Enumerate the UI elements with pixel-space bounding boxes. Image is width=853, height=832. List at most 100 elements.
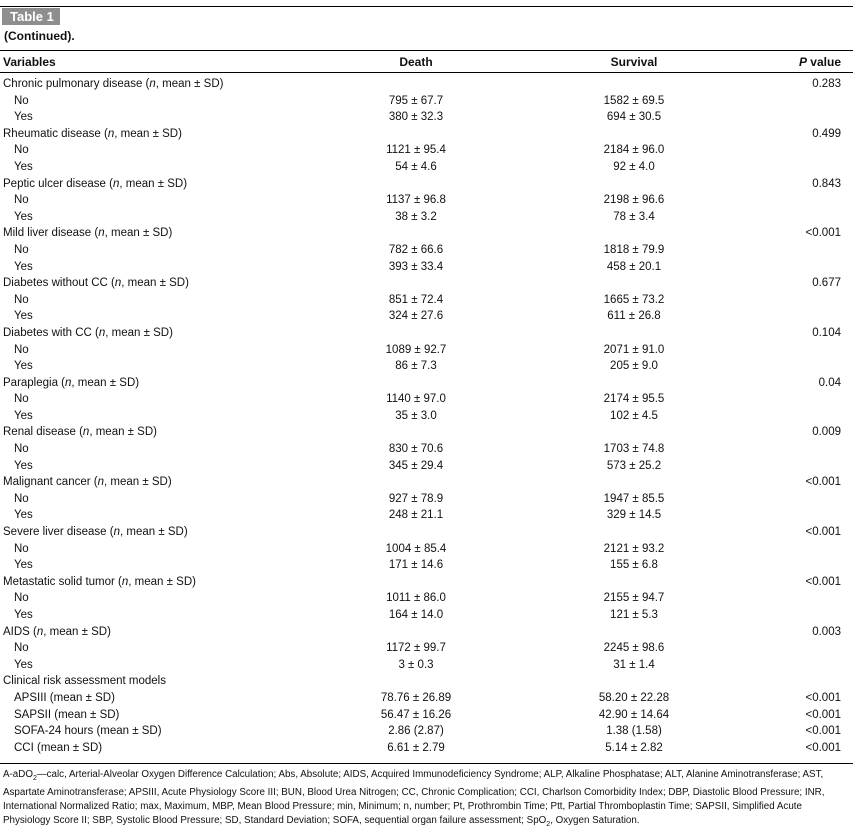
suffix-open: ( bbox=[90, 476, 98, 489]
table-row: No 927 ± 78.9 1947 ± 85.5 bbox=[0, 491, 853, 508]
cell-p-value: 0.009 bbox=[812, 426, 841, 439]
suffix-open: ( bbox=[106, 526, 114, 539]
table-footnote: A-aDO 2—calc, Arterial-Alveolar Oxygen Di… bbox=[3, 768, 849, 832]
cell-death: 56.47 ± 16.26 bbox=[380, 708, 452, 721]
variable-name: No bbox=[14, 194, 29, 207]
cell-survival: 102 ± 4.5 bbox=[610, 409, 658, 422]
variable-name: Yes bbox=[14, 559, 33, 572]
header-survival: Survival bbox=[610, 55, 658, 69]
table-row: Paraplegia (n, mean ± SD) 0.04 bbox=[0, 375, 853, 392]
table-row: SAPSII (mean ± SD) 56.47 ± 16.26 42.90 ± 1… bbox=[0, 707, 853, 724]
table-body: Chronic pulmonary disease (n, mean ± SD)… bbox=[0, 76, 853, 756]
header-p-italic: P bbox=[798, 55, 807, 69]
table-row: APSIII (mean ± SD) 78.76 ± 26.89 58.20 ± 2… bbox=[0, 690, 853, 707]
table-row: Malignant cancer (n, mean ± SD) <0.001 bbox=[0, 474, 853, 491]
cell-death: 35 ± 3.0 bbox=[395, 409, 437, 422]
header-top-rule bbox=[0, 50, 853, 51]
cell-variable: Renal disease (n, mean ± SD) bbox=[3, 424, 157, 441]
cell-variable: No bbox=[14, 541, 29, 558]
table-bottom-rule bbox=[0, 763, 853, 764]
footnote-pre: A-aDO bbox=[3, 769, 33, 780]
cell-variable: No bbox=[14, 142, 29, 159]
suffix-n: n bbox=[149, 78, 156, 90]
cell-death: 380 ± 32.3 bbox=[388, 111, 444, 124]
cell-survival: 2155 ± 94.7 bbox=[603, 592, 665, 605]
cell-p-value: 0.677 bbox=[812, 277, 841, 290]
suffix-n: n bbox=[114, 277, 122, 290]
cell-variable: Metastatic solid tumor (n, mean ± SD) bbox=[3, 574, 196, 591]
cell-variable: Malignant cancer (n, mean ± SD) bbox=[3, 474, 172, 491]
suffix-close: , mean ± SD) bbox=[105, 326, 173, 339]
variable-name: CCI (mean ± SD) bbox=[14, 741, 103, 754]
cell-p-value: <0.001 bbox=[805, 526, 842, 539]
cell-survival: 458 ± 20.1 bbox=[606, 260, 662, 273]
footnote-mid: —calc, Arterial-Alveolar Oxygen Differen… bbox=[3, 769, 825, 826]
suffix-open: ( bbox=[114, 575, 122, 588]
suffix-n: n bbox=[98, 326, 106, 339]
cell-variable: No bbox=[14, 391, 29, 408]
variable-name: Malignant cancer bbox=[3, 476, 91, 489]
cell-survival: 2121 ± 93.2 bbox=[603, 542, 665, 555]
cell-death: 86 ± 7.3 bbox=[395, 360, 437, 373]
suffix-open: ( bbox=[75, 426, 83, 439]
table-row: Diabetes without CC (n, mean ± SD) 0.677 bbox=[0, 275, 853, 292]
suffix-close: , mean ± SD) bbox=[119, 177, 188, 190]
suffix-n: n bbox=[82, 426, 90, 439]
cell-survival: 329 ± 14.5 bbox=[606, 509, 662, 522]
cell-survival: 1.38 (1.58) bbox=[606, 725, 662, 738]
suffix-open: ( bbox=[105, 177, 113, 190]
table-row: No 1140 ± 97.0 2174 ± 95.5 bbox=[0, 391, 853, 408]
cell-survival: 92 ± 4.0 bbox=[613, 160, 655, 173]
cell-survival: 1947 ± 85.5 bbox=[603, 492, 665, 505]
cell-p-value: <0.001 bbox=[805, 708, 842, 721]
variable-name: No bbox=[14, 343, 29, 356]
variable-name: No bbox=[14, 243, 29, 256]
table-row: Yes 38 ± 3.2 78 ± 3.4 bbox=[0, 209, 853, 226]
variable-name: Yes bbox=[14, 658, 33, 671]
cell-variable: Yes bbox=[14, 408, 33, 425]
cell-death: 1140 ± 97.0 bbox=[386, 393, 446, 406]
cell-death: 6.61 ± 2.79 bbox=[387, 741, 445, 754]
suffix-close: , mean ± SD) bbox=[128, 575, 196, 588]
cell-variable: Mild liver disease (n, mean ± SD) bbox=[3, 225, 172, 242]
cell-variable: Yes bbox=[14, 209, 33, 226]
variable-name: Paraplegia bbox=[3, 376, 58, 389]
suffix-n: n bbox=[121, 575, 129, 588]
table-row: Clinical risk assessment models bbox=[0, 673, 853, 690]
table-subtitle: (Continued). bbox=[4, 29, 75, 43]
suffix-n: n bbox=[97, 476, 105, 489]
variable-name: Yes bbox=[14, 160, 33, 173]
table-row: Yes 3 ± 0.3 31 ± 1.4 bbox=[0, 657, 853, 674]
footnote-sub2: 2 bbox=[546, 820, 551, 828]
suffix-close: , mean ± SD) bbox=[120, 526, 188, 539]
cell-death: 927 ± 78.9 bbox=[388, 492, 444, 505]
cell-survival: 121 ± 5.3 bbox=[610, 609, 658, 621]
cell-death: 3 ± 0.3 bbox=[398, 658, 434, 671]
cell-death: 345 ± 29.4 bbox=[388, 459, 444, 472]
variable-name: AIDS bbox=[3, 625, 30, 638]
cell-survival: 5.14 ± 2.82 bbox=[605, 741, 663, 754]
cell-variable: No bbox=[14, 590, 29, 607]
cell-death: 248 ± 21.1 bbox=[388, 509, 444, 522]
cell-death: 782 ± 66.6 bbox=[388, 243, 444, 256]
suffix-open: ( bbox=[100, 127, 108, 140]
variable-name: No bbox=[14, 94, 29, 107]
variable-name: No bbox=[14, 144, 29, 157]
variable-name: Peptic ulcer disease bbox=[3, 177, 106, 190]
suffix-close: , mean ± SD) bbox=[104, 476, 172, 489]
cell-survival: 694 ± 30.5 bbox=[606, 111, 662, 124]
variable-name: No bbox=[14, 642, 29, 655]
cell-variable: Yes bbox=[14, 607, 33, 624]
cell-variable: Diabetes without CC (n, mean ± SD) bbox=[3, 275, 189, 292]
cell-variable: Peptic ulcer disease (n, mean ± SD) bbox=[3, 176, 187, 193]
variable-name: Rheumatic disease bbox=[3, 127, 101, 140]
table-row: CCI (mean ± SD) 6.61 ± 2.79 5.14 ± 2.82 <0.… bbox=[0, 740, 853, 757]
cell-variable: No bbox=[14, 192, 29, 209]
variable-name: Yes bbox=[14, 210, 33, 223]
table-row: No 1004 ± 85.4 2121 ± 93.2 bbox=[0, 541, 853, 558]
header-p-value: P value bbox=[799, 55, 841, 69]
cell-survival: 1703 ± 74.8 bbox=[603, 443, 665, 456]
variable-name: APSIII (mean ± SD) bbox=[14, 691, 115, 704]
cell-variable: Rheumatic disease (n, mean ± SD) bbox=[3, 126, 182, 143]
table-row: No 782 ± 66.6 1818 ± 79.9 bbox=[0, 242, 853, 259]
